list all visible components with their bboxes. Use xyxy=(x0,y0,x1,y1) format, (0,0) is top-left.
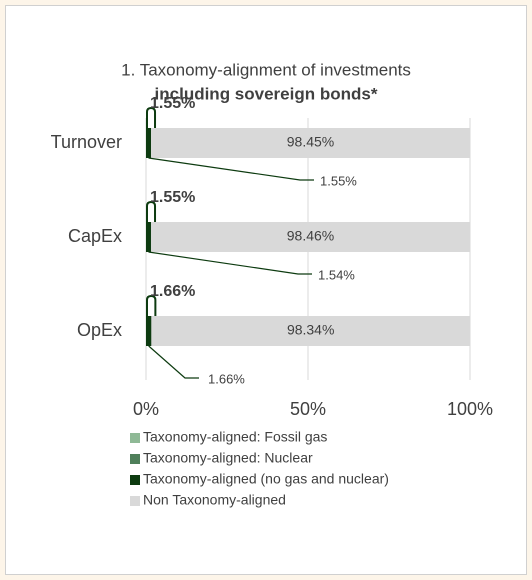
aligned-total-label: 1.55% xyxy=(150,95,195,112)
bar-value-label: 98.34% xyxy=(287,322,334,338)
aligned-total-label: 1.66% xyxy=(150,283,195,300)
legend-swatch xyxy=(130,496,140,506)
chart-subtitle: including sovereign bonds* xyxy=(155,84,378,103)
aligned-value-label: 1.66% xyxy=(208,371,245,386)
category-label: CapEx xyxy=(68,226,122,246)
panel xyxy=(5,5,527,575)
bar-value-label: 98.45% xyxy=(287,134,334,150)
bar-segment xyxy=(146,222,151,252)
bar-segment xyxy=(146,316,152,346)
aligned-value-label: 1.55% xyxy=(320,173,357,188)
legend-label: Taxonomy-aligned: Nuclear xyxy=(143,450,313,466)
legend-label: Taxonomy-aligned (no gas and nuclear) xyxy=(143,471,389,487)
legend-swatch xyxy=(130,454,140,464)
category-label: OpEx xyxy=(77,320,122,340)
chart-title: 1. Taxonomy-alignment of investments xyxy=(121,60,411,79)
total-bracket xyxy=(146,201,157,222)
bar-segment xyxy=(150,222,470,252)
leader-line xyxy=(148,251,312,275)
bar-segment xyxy=(146,128,152,158)
x-tick-label: 50% xyxy=(290,399,326,419)
leader-line xyxy=(148,345,199,379)
aligned-total-label: 1.55% xyxy=(150,189,195,206)
leader-line xyxy=(148,157,314,181)
bar-value-label: 98.46% xyxy=(287,228,334,244)
total-bracket xyxy=(146,295,157,316)
x-tick-label: 100% xyxy=(447,399,493,419)
aligned-value-label: 1.54% xyxy=(318,267,355,282)
bar-segment xyxy=(151,128,470,158)
bar-segment xyxy=(151,316,470,346)
x-tick-label: 0% xyxy=(133,399,159,419)
category-label: Turnover xyxy=(51,132,122,152)
legend-label: Non Taxonomy-aligned xyxy=(143,492,286,508)
total-bracket xyxy=(146,107,157,128)
legend-swatch xyxy=(130,433,140,443)
legend-label: Taxonomy-aligned: Fossil gas xyxy=(143,429,327,445)
legend-swatch xyxy=(130,475,140,485)
